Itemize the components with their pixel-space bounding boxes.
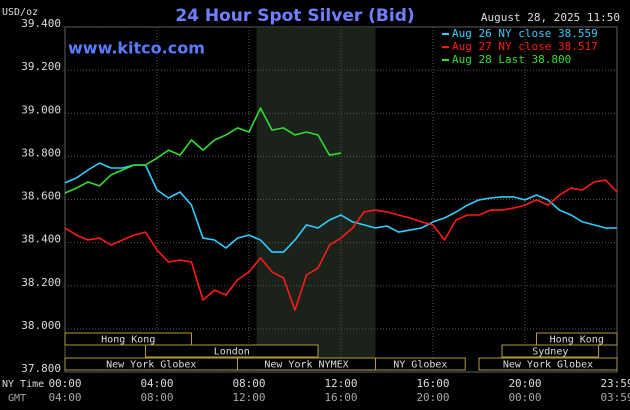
x-tick-label: 23:59: [600, 377, 630, 390]
y-tick-label: 39.000: [21, 103, 61, 116]
session-bar: [64, 332, 192, 346]
watermark: www.kitco.com: [68, 39, 205, 58]
gmt-tick-label: 03:59: [600, 391, 630, 404]
x-tick-label: 00:00: [48, 377, 81, 390]
y-tick-label: 38.200: [21, 276, 61, 289]
x-tick-label: 08:00: [232, 377, 265, 390]
chart-title: 24 Hour Spot Silver (Bid): [175, 6, 414, 26]
gmt-tick-label: 08:00: [140, 391, 173, 404]
series-line: [64, 107, 342, 194]
session-label: New York Globex: [106, 360, 196, 371]
session-bar: [375, 357, 466, 371]
session-label: New York NYMEX: [264, 360, 348, 371]
x-tick-label: 04:00: [140, 377, 173, 390]
y-tick-label: 38.400: [21, 233, 61, 246]
gmt-tick-label: 12:00: [232, 391, 265, 404]
legend-label: Aug 26 NY close 38.559: [452, 27, 598, 40]
legend-label: Aug 27 NY close 38.517: [452, 40, 598, 53]
session-label: NY Globex: [393, 360, 447, 371]
x-row-label: NY Time: [2, 379, 44, 390]
y-tick-label: 38.600: [21, 190, 61, 203]
gmt-tick-label: 00:00: [508, 391, 541, 404]
x-tick-label: 16:00: [416, 377, 449, 390]
session-bar: [478, 357, 618, 371]
legend-label: Aug 28 Last 38.800: [452, 53, 571, 66]
session-label: Hong Kong: [101, 335, 155, 346]
shaded-region: [256, 27, 376, 372]
y-tick-label: 38.000: [21, 319, 61, 332]
timestamp: August 28, 2025 11:50: [481, 11, 620, 24]
series-line: [64, 179, 618, 311]
session-label: Sydney: [532, 347, 568, 358]
x-tick-label: 12:00: [324, 377, 357, 390]
y-tick-label: 38.800: [21, 146, 61, 159]
y-axis-label: USD/oz: [2, 7, 38, 18]
session-label: Hong Kong: [550, 335, 604, 346]
x-row-label: GMT: [8, 393, 26, 404]
y-tick-label: 39.400: [21, 17, 61, 30]
session-label: London: [214, 347, 250, 358]
y-tick-label: 37.800: [21, 362, 61, 375]
gmt-tick-label: 20:00: [416, 391, 449, 404]
x-tick-label: 20:00: [508, 377, 541, 390]
session-label: New York Globex: [503, 360, 593, 371]
y-tick-label: 39.200: [21, 60, 61, 73]
gmt-tick-label: 16:00: [324, 391, 357, 404]
session-bar: [145, 344, 319, 358]
session-bar: [501, 344, 600, 358]
series-line: [64, 162, 617, 253]
gmt-tick-label: 04:00: [48, 391, 81, 404]
